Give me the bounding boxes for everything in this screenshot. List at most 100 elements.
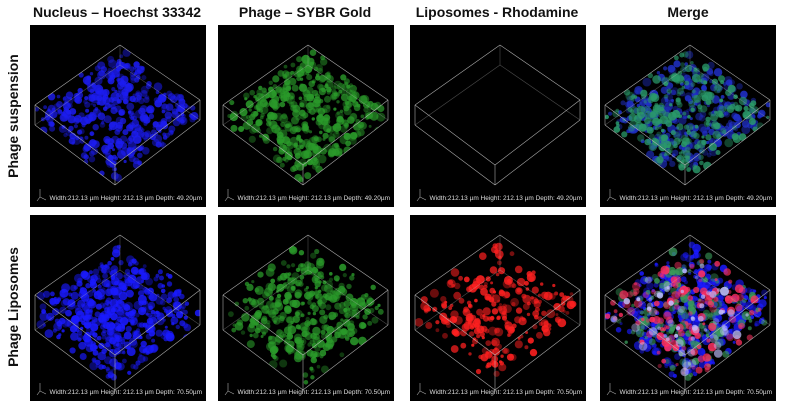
cell bbox=[667, 147, 673, 154]
cell bbox=[145, 83, 152, 90]
cell bbox=[669, 269, 676, 276]
cell bbox=[352, 92, 358, 97]
cell bbox=[126, 137, 133, 144]
cell bbox=[615, 327, 622, 333]
cell bbox=[112, 339, 120, 347]
cell bbox=[502, 348, 508, 354]
cell bbox=[723, 111, 730, 118]
cell bbox=[115, 92, 121, 98]
cell bbox=[120, 301, 125, 306]
cell bbox=[62, 298, 70, 306]
cell bbox=[94, 84, 104, 94]
cell bbox=[342, 273, 347, 278]
cell bbox=[538, 321, 543, 326]
cell bbox=[157, 269, 163, 275]
cell bbox=[683, 124, 690, 130]
cell bbox=[672, 282, 679, 289]
cell bbox=[498, 360, 503, 364]
cell bbox=[297, 151, 303, 156]
cell bbox=[116, 138, 123, 145]
cell bbox=[319, 74, 327, 82]
cell bbox=[758, 299, 767, 308]
cell bbox=[299, 83, 304, 88]
cell bbox=[364, 308, 371, 315]
cell bbox=[468, 303, 472, 308]
cell bbox=[332, 131, 340, 138]
cell bbox=[70, 291, 79, 300]
cell bbox=[734, 114, 738, 118]
cell bbox=[176, 311, 184, 319]
cell bbox=[326, 86, 332, 93]
cell bbox=[117, 323, 126, 332]
cell bbox=[724, 138, 734, 148]
cell bbox=[350, 337, 359, 346]
cell bbox=[466, 286, 473, 293]
cell bbox=[689, 126, 694, 130]
cell bbox=[102, 321, 111, 330]
cell bbox=[754, 310, 759, 314]
cell bbox=[537, 293, 542, 297]
cell bbox=[429, 288, 439, 298]
cell bbox=[722, 350, 730, 358]
cell bbox=[614, 313, 618, 317]
cell bbox=[302, 372, 309, 378]
cell bbox=[633, 95, 638, 99]
cell bbox=[314, 248, 320, 255]
cell bbox=[697, 104, 703, 110]
cell bbox=[81, 303, 85, 307]
cell bbox=[698, 298, 702, 302]
cell bbox=[309, 339, 315, 345]
cell bbox=[334, 302, 342, 310]
box-edge bbox=[119, 64, 201, 121]
cell bbox=[492, 348, 500, 356]
cell bbox=[668, 328, 675, 334]
cell bbox=[303, 380, 309, 385]
cell bbox=[503, 304, 512, 314]
cell bbox=[699, 303, 705, 309]
cell bbox=[307, 101, 314, 109]
cell bbox=[708, 98, 714, 104]
cell bbox=[175, 324, 180, 330]
cell bbox=[130, 112, 136, 118]
cell bbox=[110, 103, 116, 110]
cell bbox=[640, 139, 645, 144]
cell bbox=[147, 313, 153, 318]
cell bbox=[344, 336, 350, 341]
panel-caption: Width:212.13 µm Height: 212.13 µm Depth:… bbox=[619, 195, 772, 202]
cell bbox=[675, 362, 679, 367]
cell bbox=[172, 301, 178, 307]
cell bbox=[105, 70, 115, 80]
cell bbox=[686, 130, 692, 135]
cell bbox=[74, 273, 83, 283]
cell bbox=[96, 335, 102, 341]
cell bbox=[741, 125, 751, 135]
cell bbox=[694, 124, 699, 129]
cell bbox=[165, 306, 173, 314]
box-edge bbox=[414, 329, 496, 391]
cell bbox=[735, 104, 743, 112]
cell bbox=[317, 114, 323, 121]
cell bbox=[440, 315, 447, 322]
cell bbox=[136, 99, 140, 103]
cell bbox=[610, 315, 618, 323]
cell bbox=[126, 345, 131, 350]
cell bbox=[130, 74, 137, 81]
cell bbox=[279, 272, 288, 281]
cell bbox=[246, 115, 251, 120]
cell bbox=[687, 311, 693, 316]
cell bbox=[117, 147, 122, 152]
cell bbox=[368, 124, 372, 128]
cell bbox=[633, 299, 643, 308]
cell bbox=[743, 105, 749, 112]
cell bbox=[366, 296, 373, 303]
cell bbox=[138, 147, 143, 151]
cell bbox=[687, 269, 692, 274]
cell bbox=[306, 93, 315, 102]
cell bbox=[120, 339, 126, 345]
cell bbox=[101, 144, 110, 154]
cell bbox=[644, 117, 651, 125]
cell bbox=[698, 361, 706, 369]
cell bbox=[130, 274, 134, 278]
cell bbox=[159, 299, 166, 306]
cell bbox=[714, 338, 724, 348]
